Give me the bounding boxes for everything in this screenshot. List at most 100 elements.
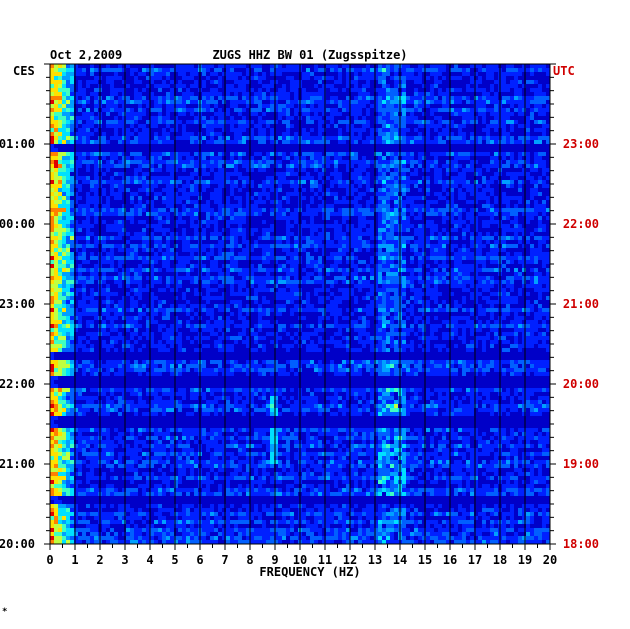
spectrogram-cell <box>214 224 218 228</box>
spectrogram-cell <box>230 260 234 264</box>
spectrogram-cell <box>182 204 186 208</box>
spectrogram-cell <box>58 208 62 212</box>
spectrogram-cell <box>102 208 106 212</box>
spectrogram-cell <box>122 176 126 180</box>
spectrogram-cell <box>274 256 278 260</box>
spectrogram-cell <box>262 296 266 300</box>
spectrogram-cell <box>494 212 498 216</box>
spectrogram-cell <box>346 160 350 164</box>
spectrogram-cell <box>330 160 334 164</box>
spectrogram-cell <box>226 268 230 272</box>
spectrogram-cell <box>118 64 122 68</box>
spectrogram-cell <box>406 196 410 200</box>
spectrogram-cell <box>242 160 246 164</box>
spectrogram-cell <box>134 300 138 304</box>
spectrogram-cell <box>102 240 106 244</box>
spectrogram-cell <box>186 192 190 196</box>
spectrogram-cell <box>234 236 238 240</box>
spectrogram-cell <box>334 156 338 160</box>
spectrogram-cell <box>62 212 66 216</box>
spectrogram-cell <box>190 188 194 192</box>
spectrogram-cell <box>94 220 98 224</box>
spectrogram-cell <box>62 220 66 224</box>
spectrogram-cell <box>314 288 318 292</box>
spectrogram-cell <box>450 216 454 220</box>
spectrogram-cell <box>394 96 398 100</box>
spectrogram-cell <box>54 136 58 140</box>
spectrogram-cell <box>490 96 494 100</box>
spectrogram-cell <box>510 280 514 284</box>
spectrogram-cell <box>278 292 282 296</box>
spectrogram-cell <box>114 224 118 228</box>
spectrogram-cell <box>166 160 170 164</box>
spectrogram-cell <box>410 296 414 300</box>
spectrogram-cell <box>346 272 350 276</box>
spectrogram-cell <box>238 304 242 308</box>
spectrogram-cell <box>250 96 254 100</box>
spectrogram-cell <box>250 108 254 112</box>
spectrogram-cell <box>82 308 86 312</box>
spectrogram-cell <box>62 264 66 268</box>
spectrogram-cell <box>118 100 122 104</box>
spectrogram-cell <box>378 244 382 248</box>
spectrogram-cell <box>78 120 82 124</box>
spectrogram-cell <box>378 224 382 228</box>
spectrogram-cell <box>486 200 490 204</box>
spectrogram-cell <box>254 292 258 296</box>
spectrogram-cell <box>70 180 74 184</box>
spectrogram-cell <box>74 152 78 156</box>
spectrogram-cell <box>474 216 478 220</box>
spectrogram-cell <box>154 72 158 76</box>
spectrogram-cell <box>462 232 466 236</box>
spectrogram-cell <box>374 252 378 256</box>
spectrogram-cell <box>58 260 62 264</box>
spectrogram-cell <box>66 284 70 288</box>
spectrogram-cell <box>386 164 390 168</box>
spectrogram-cell <box>62 228 66 232</box>
spectrogram-cell <box>178 264 182 268</box>
spectrogram-cell <box>478 252 482 256</box>
spectrogram-cell <box>162 196 166 200</box>
spectrogram-cell <box>110 276 114 280</box>
spectrogram-cell <box>62 300 66 304</box>
spectrogram-cell <box>130 288 134 292</box>
spectrogram-cell <box>78 212 82 216</box>
spectrogram-cell <box>86 168 90 172</box>
spectrogram-cell <box>378 168 382 172</box>
spectrogram-cell <box>234 92 238 96</box>
spectrogram-cell <box>242 292 246 296</box>
spectrogram-cell <box>142 244 146 248</box>
spectrogram-cell <box>438 136 442 140</box>
spectrogram-cell <box>54 64 58 68</box>
spectrogram-cell <box>222 184 226 188</box>
spectrogram-cell <box>290 212 294 216</box>
spectrogram-cell <box>130 192 134 196</box>
spectrogram-cell <box>206 220 210 224</box>
spectrogram-cell <box>478 248 482 252</box>
spectrogram-cell <box>510 160 514 164</box>
spectrogram-cell <box>502 308 506 312</box>
spectrogram-cell <box>118 140 122 144</box>
spectrogram-cell <box>374 236 378 240</box>
spectrogram-cell <box>402 244 406 248</box>
spectrogram-cell <box>474 168 478 172</box>
spectrogram-cell <box>510 172 514 176</box>
spectrogram-cell <box>270 248 274 252</box>
spectrogram-cell <box>442 92 446 96</box>
spectrogram-cell <box>402 92 406 96</box>
spectrogram-cell <box>266 236 270 240</box>
spectrogram-cell <box>522 256 526 260</box>
spectrogram-cell <box>186 64 190 68</box>
spectrogram-cell <box>474 296 478 300</box>
spectrogram-cell <box>458 112 462 116</box>
spectrogram-cell <box>290 260 294 264</box>
spectrogram-cell <box>210 192 214 196</box>
spectrogram-cell <box>278 136 282 140</box>
spectrogram-cell <box>50 184 54 188</box>
spectrogram-cell <box>154 208 158 212</box>
spectrogram-cell <box>366 284 370 288</box>
spectrogram-cell <box>306 76 310 80</box>
spectrogram-cell <box>422 280 426 284</box>
spectrogram-cell <box>58 136 62 140</box>
spectrogram-cell <box>254 72 258 76</box>
